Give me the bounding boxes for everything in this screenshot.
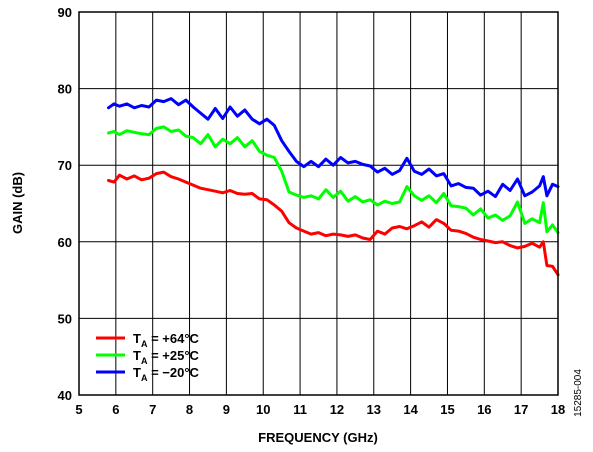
y-tick-label: 50 bbox=[58, 311, 72, 326]
x-tick-label: 13 bbox=[367, 402, 381, 417]
x-tick-label: 6 bbox=[112, 402, 119, 417]
series-lines bbox=[107, 97, 560, 277]
x-tick-labels: 5 6 7 8 9 10 11 12 13 14 15 16 17 18 bbox=[75, 402, 565, 417]
x-axis-title: FREQUENCY (GHz) bbox=[258, 430, 378, 445]
plot-frame bbox=[78, 11, 559, 396]
series-line-0 bbox=[107, 170, 560, 277]
legend: TA = +64°CTA = +25°CTA = −20°C bbox=[96, 331, 200, 383]
legend-label-0: TA = +64°C bbox=[133, 331, 200, 349]
x-tick-label: 12 bbox=[330, 402, 344, 417]
legend-label-1: TA = +25°C bbox=[133, 348, 200, 366]
y-tick-label: 90 bbox=[58, 5, 72, 20]
figure-id: 15285-004 bbox=[573, 369, 584, 417]
plot-area bbox=[79, 12, 558, 395]
series-line-2 bbox=[107, 97, 560, 199]
x-tick-label: 14 bbox=[403, 402, 418, 417]
x-tick-label: 18 bbox=[551, 402, 565, 417]
series-line-1 bbox=[107, 125, 560, 235]
y-tick-label: 80 bbox=[58, 82, 72, 97]
x-tick-label: 5 bbox=[75, 402, 82, 417]
y-axis-title: GAIN (dB) bbox=[10, 172, 25, 234]
x-tick-label: 17 bbox=[514, 402, 528, 417]
x-tick-label: 10 bbox=[256, 402, 270, 417]
legend-label-2: TA = −20°C bbox=[133, 365, 200, 383]
x-tick-label: 11 bbox=[293, 402, 307, 417]
x-tick-label: 7 bbox=[149, 402, 156, 417]
y-tick-label: 70 bbox=[58, 158, 72, 173]
x-tick-label: 9 bbox=[223, 402, 230, 417]
x-tick-label: 16 bbox=[477, 402, 491, 417]
y-tick-label: 40 bbox=[58, 388, 72, 403]
x-tick-label: 8 bbox=[186, 402, 193, 417]
y-tick-labels: 40 50 60 70 80 90 bbox=[58, 5, 72, 403]
x-tick-label: 15 bbox=[440, 402, 454, 417]
y-tick-label: 60 bbox=[58, 235, 72, 250]
